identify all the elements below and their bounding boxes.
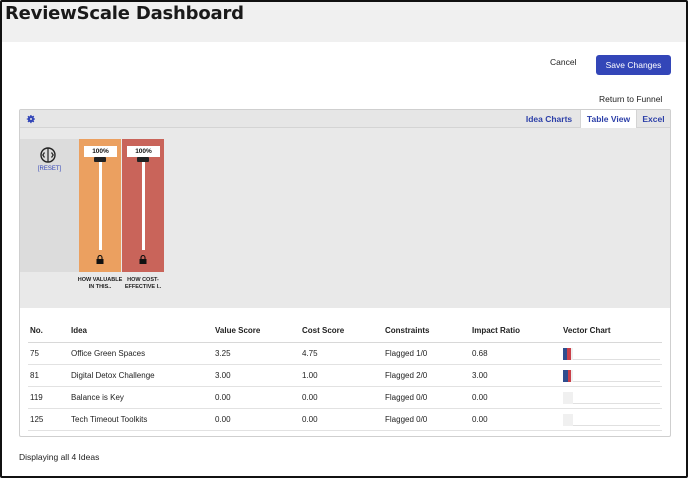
value-score: 0.00 [215, 386, 302, 409]
reset-link[interactable]: [RESET] [37, 166, 62, 172]
vector-chart-base [563, 391, 573, 404]
slider-value[interactable]: 100% [79, 139, 121, 272]
constraints[interactable]: Flagged 2/0 [385, 364, 472, 387]
vector-chart [563, 369, 660, 382]
impact-ratio: 0.00 [472, 408, 563, 431]
vector-chart [563, 347, 660, 360]
col-header[interactable]: Constraints [385, 320, 472, 343]
tab-table-view[interactable]: Table View [580, 110, 637, 128]
constraints: Flagged 0/0 [385, 408, 472, 431]
col-header[interactable]: Value Score [215, 320, 302, 343]
ideas-count: Displaying all 4 Ideas [19, 452, 100, 462]
slider-handle[interactable] [137, 157, 149, 162]
idea-number[interactable]: 119 [28, 386, 71, 409]
tab-excel[interactable]: Excel [642, 114, 665, 124]
idea-title: Balance is Key [71, 386, 215, 409]
vector-chart-cell [563, 408, 662, 431]
vector-segment-value [563, 347, 567, 360]
page-title: ReviewScale Dashboard [5, 3, 244, 24]
value-score: 0.00 [215, 408, 302, 431]
lock-icon[interactable] [96, 255, 104, 264]
balance-icon[interactable] [40, 147, 56, 163]
col-header[interactable]: Idea [71, 320, 215, 343]
cost-score: 0.00 [302, 386, 385, 409]
idea-number[interactable]: 75 [28, 342, 71, 365]
slider-track[interactable] [142, 162, 145, 250]
constraints: Flagged 1/0 [385, 342, 472, 365]
idea-title: Office Green Spaces [71, 342, 215, 365]
vector-segment-value [563, 369, 568, 382]
vector-segment-cost [567, 347, 571, 360]
table-row[interactable]: 75 Office Green Spaces 3.25 4.75 Flagged 1/0… [28, 342, 662, 365]
vector-chart [563, 391, 660, 404]
slider-track[interactable] [99, 162, 102, 250]
impact-ratio: 0.00 [472, 386, 563, 409]
ideas-table: No. Idea Value Score Cost Score Constrai… [28, 320, 662, 431]
idea-title: Tech Timeout Toolkits [71, 408, 215, 431]
vector-chart-cell [563, 364, 662, 387]
table-row[interactable]: 119 Balance is Key 0.00 0.00 Flagged 0/0 0.00 [28, 386, 662, 409]
slider-handle[interactable] [94, 157, 106, 162]
col-header[interactable]: No. [28, 320, 71, 343]
col-header[interactable]: Cost Score [302, 320, 385, 343]
weight-sliders-area: [RESET] 100% 100% HOW VALU [20, 128, 670, 308]
idea-number[interactable]: 125 [28, 408, 71, 431]
gear-icon[interactable] [26, 114, 36, 124]
cancel-button[interactable]: Cancel [550, 57, 577, 67]
slider-label: HOW VALUABLE IN THIS.. [77, 277, 123, 290]
idea-number[interactable]: 81 [28, 364, 71, 387]
impact-ratio: 0.68 [472, 342, 563, 365]
table-header-row: No. Idea Value Score Cost Score Constrai… [28, 320, 662, 343]
dashboard-panel: Idea Charts Table View Excel [RESET] 100… [19, 109, 671, 437]
constraints: Flagged 0/0 [385, 386, 472, 409]
table-row[interactable]: 81 Digital Detox Challenge 3.00 1.00 Flagged… [28, 364, 662, 387]
slider-cost[interactable]: 100% [122, 139, 164, 272]
save-changes-button[interactable]: Save Changes [596, 55, 671, 75]
return-to-funnel-link[interactable]: Return to Funnel [599, 94, 663, 104]
vector-chart-base [563, 413, 573, 426]
col-header[interactable]: Vector Chart [563, 320, 662, 343]
value-score: 3.25 [215, 342, 302, 365]
value-score: 3.00 [215, 364, 302, 387]
reset-column: [RESET] [20, 139, 79, 272]
slider-percent: 100% [84, 146, 117, 157]
slider-label: HOW COST-EFFECTIVE I.. [124, 277, 162, 290]
vector-segment-cost [568, 369, 571, 382]
vector-chart-cell [563, 342, 662, 365]
cost-score: 1.00 [302, 364, 385, 387]
cost-score: 4.75 [302, 342, 385, 365]
lock-icon[interactable] [139, 255, 147, 264]
table-row[interactable]: 125 Tech Timeout Toolkits 0.00 0.00 Flagged … [28, 408, 662, 431]
vector-chart-cell [563, 386, 662, 409]
col-header[interactable]: Impact Ratio [472, 320, 563, 343]
impact-ratio: 3.00 [472, 364, 563, 387]
vector-chart [563, 413, 660, 426]
panel-toolbar: Idea Charts Table View Excel [20, 110, 670, 128]
page-header: ReviewScale Dashboard [2, 2, 686, 42]
cost-score: 0.00 [302, 408, 385, 431]
idea-title: Digital Detox Challenge [71, 364, 215, 387]
tab-idea-charts[interactable]: Idea Charts [525, 114, 573, 124]
slider-percent: 100% [127, 146, 160, 157]
